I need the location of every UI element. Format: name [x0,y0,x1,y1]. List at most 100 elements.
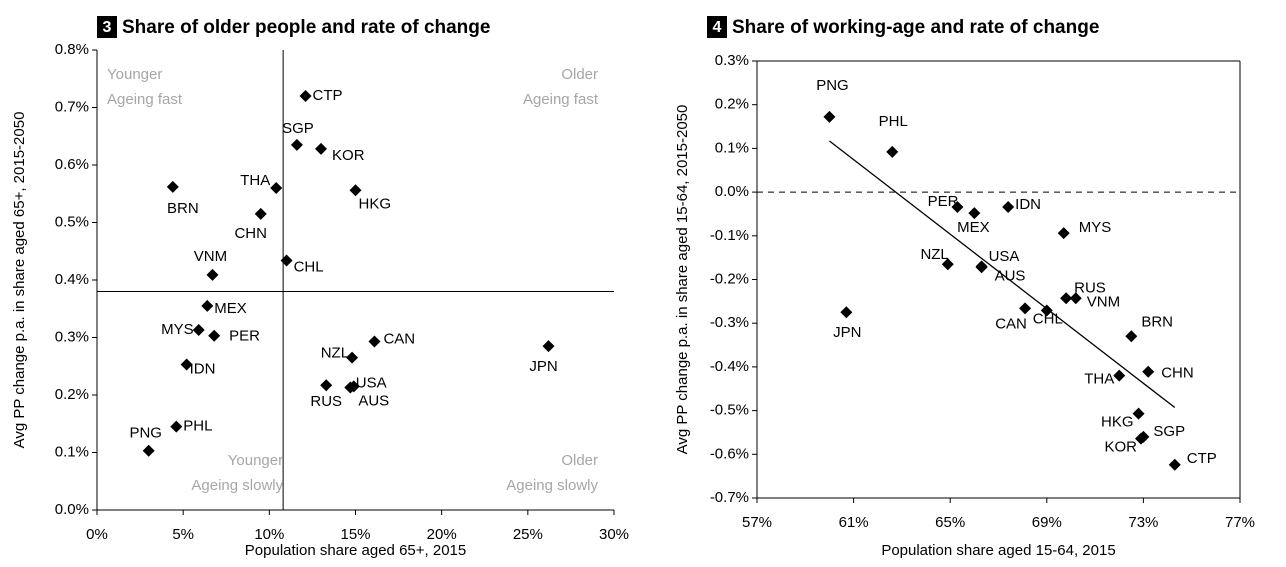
y-tick-label: -0.3% [710,314,749,331]
point-label: CHL [1033,310,1063,327]
data-point [1134,432,1147,445]
data-point [1019,302,1032,315]
data-point [166,180,179,193]
data-point [280,254,293,267]
y-tick-label: 0.7% [55,98,89,115]
data-point [542,340,555,353]
quadrant-annotation: Ageing slowly [191,477,283,494]
y-tick-label: 0.4% [55,271,89,288]
y-tick-label: -0.1% [710,227,749,244]
data-point [1057,227,1070,240]
data-point [344,381,357,394]
data-point [206,268,219,281]
data-point [1168,458,1181,471]
point-label: JPN [833,324,861,341]
badge-box [97,16,117,38]
data-point [315,142,328,155]
data-point [290,138,303,151]
point-label: MYS [161,321,194,338]
quadrant-annotation: Older [561,66,598,83]
x-tick-label: 69% [1032,514,1062,531]
x-tick-label: 25% [513,526,543,543]
data-point [1002,200,1015,213]
data-point [180,358,193,371]
point-label: USA [989,248,1020,265]
point-label: SGP [1153,423,1185,440]
data-point [320,379,333,392]
y-tick-label: 0.1% [55,443,89,460]
point-label: CHL [294,258,324,275]
point-label: THA [1084,371,1114,388]
data-point [951,200,964,213]
data-point [1069,292,1082,305]
point-label: MYS [1079,219,1112,236]
point-label: THA [240,172,270,189]
x-tick-label: 65% [935,514,965,531]
y-tick-label: 0.8% [55,41,89,58]
point-label: PHL [879,113,908,130]
data-point [1113,369,1126,382]
data-point [192,324,205,337]
point-label: PHL [183,418,212,435]
data-point [840,306,853,319]
x-tick-label: 77% [1225,514,1255,531]
quadrant-annotation: Older [561,452,598,469]
point-label: CHN [234,225,267,242]
point-label: PER [229,328,260,345]
x-tick-label: 30% [599,526,629,543]
data-point [201,299,214,312]
data-point [1125,330,1138,343]
y-axis-label: Avg PP change p.a. in share aged 65+, 20… [11,112,28,449]
x-tick-label: 10% [254,526,284,543]
data-point [254,207,267,220]
data-point [1142,365,1155,378]
point-label: CAN [383,330,415,347]
y-tick-label: -0.7% [710,489,749,506]
y-tick-label: 0.2% [715,96,749,113]
point-label: IDN [1015,196,1041,213]
chart-title: Share of working-age and rate of change [732,17,1099,38]
data-point [142,444,155,457]
data-point [941,258,954,271]
y-tick-label: 0.2% [55,386,89,403]
point-label: NZL [920,246,948,263]
point-label: PNG [129,425,162,442]
point-label: USA [356,374,387,391]
point-label: HKG [359,195,392,212]
point-label: CTP [1187,450,1217,467]
point-label: BRN [167,200,199,217]
point-label: IDN [190,360,216,377]
data-point [170,420,183,433]
point-label: KOR [332,147,365,164]
y-tick-label: 0.0% [55,501,89,518]
x-tick-label: 0% [86,526,108,543]
data-point [349,184,362,197]
y-tick-label: 0.6% [55,156,89,173]
point-label: BRN [1141,313,1173,330]
data-point [823,110,836,123]
data-point [299,90,312,102]
point-label: JPN [529,358,557,375]
y-tick-label: -0.5% [710,402,749,419]
data-point [1132,407,1145,420]
x-tick-label: 57% [742,514,772,531]
point-label: SGP [282,120,314,137]
data-point [208,329,221,342]
data-point [368,335,381,348]
point-label: RUS [1074,279,1106,296]
data-point [270,182,283,194]
quadrant-annotation: Ageing slowly [506,477,598,494]
quadrant-annotation: Younger [228,452,283,469]
x-tick-label: 61% [839,514,869,531]
x-tick-label: 73% [1128,514,1158,531]
y-tick-label: 0.3% [715,52,749,69]
y-tick-label: -0.2% [710,270,749,287]
x-axis-label: Population share aged 15-64, 2015 [881,542,1115,559]
point-label: NZL [321,345,349,362]
data-point [886,145,899,158]
y-axis-label: Avg PP change p.a. in share aged 15-64, … [674,105,691,455]
y-tick-label: -0.4% [710,358,749,375]
point-label: MEX [957,219,990,236]
quadrant-annotation: Younger [107,66,162,83]
